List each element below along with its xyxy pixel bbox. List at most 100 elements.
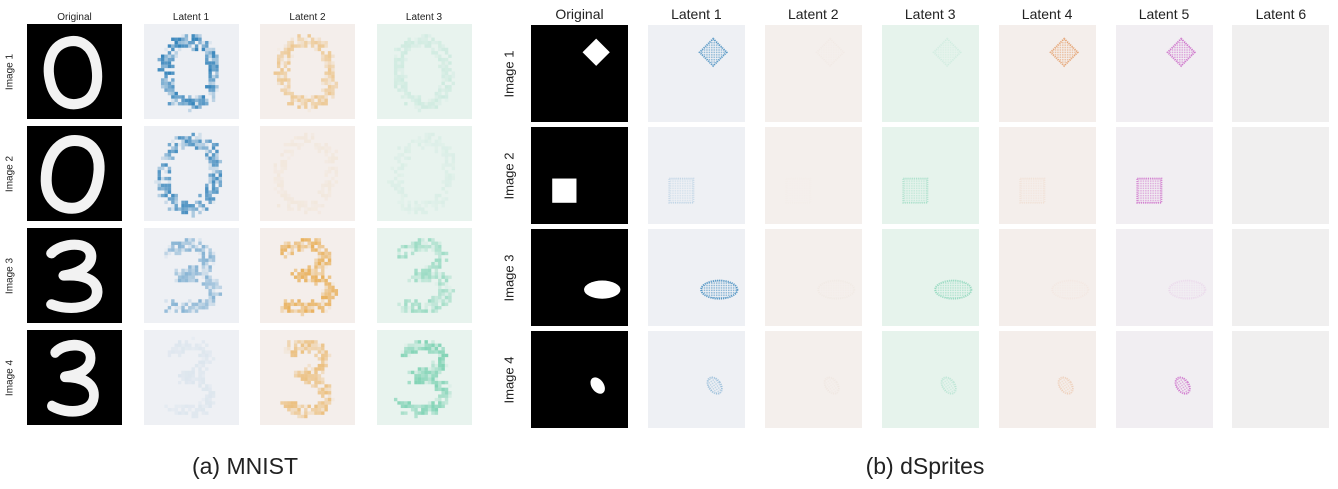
latent-pixel (444, 57, 448, 62)
latent-pixel (276, 54, 281, 58)
digit-stroke (46, 239, 103, 313)
latent-pixel (167, 51, 171, 55)
latent-pixel (160, 166, 164, 171)
latent-pixel (207, 278, 212, 283)
latent-pixel (314, 142, 318, 147)
latent-pixel (198, 401, 201, 404)
latent-pixel (424, 370, 428, 375)
latent-pixel (293, 275, 298, 279)
latent-pixel (197, 408, 202, 412)
latent-pixel (434, 367, 438, 371)
latent-pixel (434, 197, 438, 201)
original-image (531, 229, 628, 326)
latent-pixel (324, 248, 328, 252)
latent-pixel (177, 95, 181, 99)
latent-edge (1057, 376, 1074, 395)
latent-pixel (197, 142, 202, 147)
latent-pixel (290, 47, 294, 52)
latent-pixel (420, 377, 424, 381)
latent-pixel (164, 248, 167, 251)
latent-pixel (211, 391, 215, 395)
latent-pixel (207, 64, 212, 69)
latent-pixel (396, 78, 401, 82)
latent-pixel (197, 102, 202, 106)
latent-pixel (204, 190, 208, 194)
latent-pixel (307, 238, 311, 242)
latent-pixel (180, 200, 185, 205)
latent-pixel (413, 302, 418, 307)
latent-pixel (424, 244, 428, 249)
latent-pixel (184, 374, 188, 378)
latent-pixel (170, 149, 175, 154)
latent-pixel (321, 289, 325, 293)
latent-pixel (304, 95, 308, 99)
latent-pixel (317, 306, 322, 310)
latent-pixel (160, 187, 164, 191)
latent-pixel (300, 244, 305, 249)
latent-pixel (307, 108, 311, 113)
latent-pixel (321, 343, 325, 347)
latent-pixel (163, 190, 168, 194)
latent-pixel (184, 136, 188, 140)
latent-pixel (211, 146, 215, 150)
latent-pixel (177, 411, 181, 415)
latent-pixel (321, 306, 325, 310)
latent-pixel (310, 367, 315, 371)
latent-pixel (324, 391, 328, 395)
latent-pixel (184, 142, 188, 147)
latent-pixel (447, 180, 452, 184)
latent-pixel (314, 258, 318, 262)
latent-pixel (204, 302, 208, 307)
latent-pixel (194, 309, 198, 313)
latent-pixel (314, 207, 318, 211)
latent-pixel (290, 54, 294, 58)
latent-pixel (314, 374, 318, 378)
latent-pixel (420, 40, 424, 45)
latent-pixel (201, 98, 205, 103)
latent-edge (700, 279, 739, 300)
latent-pixel (440, 404, 445, 409)
latent-pixel (413, 343, 418, 347)
latent-pixel (424, 37, 428, 41)
latent-pixel (324, 353, 328, 358)
latent-pixel (174, 411, 178, 415)
latent-pixel (324, 397, 328, 402)
latent-pixel (204, 183, 208, 188)
latent-pixel (317, 40, 322, 45)
latent-pixel (396, 302, 401, 307)
latent-pixel (187, 204, 191, 208)
latent-pixel (420, 105, 424, 109)
latent-pixel (444, 251, 448, 256)
latent-pixel (393, 57, 397, 62)
latent-pixel (427, 265, 431, 269)
latent-pixel (197, 200, 202, 205)
latent-pixel (170, 95, 175, 99)
latent-pixel (184, 207, 188, 211)
latent-pixel (321, 40, 325, 45)
latent-pixel (403, 255, 408, 259)
latent-pixel (177, 244, 181, 249)
latent-edge (1135, 177, 1162, 204)
caption-mnist: (a) MNIST (191, 453, 299, 479)
latent-pixel (174, 302, 178, 307)
latent-pixel (444, 47, 448, 52)
latent-pixel (300, 105, 305, 109)
latent-pixel (307, 244, 311, 249)
latent-pixel (444, 295, 448, 300)
latent-edge (1048, 37, 1079, 68)
latent-pixel (300, 44, 305, 48)
latent-pixel (413, 200, 418, 205)
latent-fill (1019, 178, 1045, 203)
latent-pixel (437, 282, 441, 286)
latent-pixel (187, 95, 191, 99)
latent-pixel (437, 404, 441, 409)
latent-pixel (180, 268, 185, 273)
latent-pixel (400, 64, 404, 69)
latent-pixel (393, 81, 397, 86)
latent-pixel (304, 408, 308, 412)
latent-pixel (447, 394, 452, 398)
latent-pixel (314, 353, 318, 358)
latent-pixel (304, 367, 308, 371)
latent-pixel (317, 380, 322, 385)
latent-pixel (424, 278, 428, 283)
